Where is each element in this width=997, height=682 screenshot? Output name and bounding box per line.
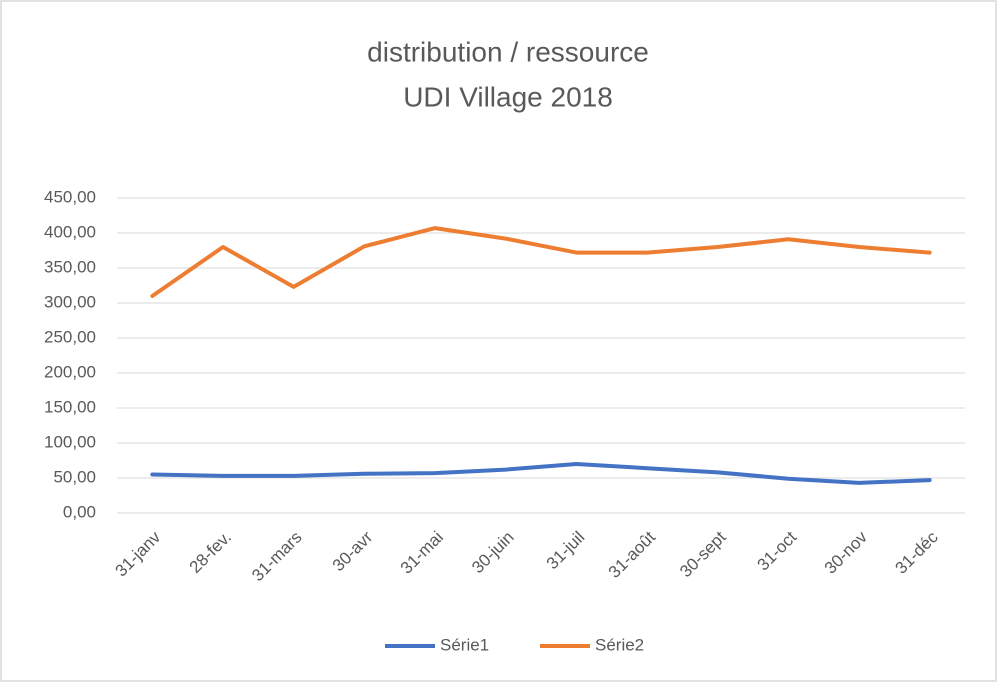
y-tick-label: 0,00: [63, 502, 96, 521]
chart-subtitle: UDI Village 2018: [403, 81, 613, 112]
y-tick-label: 250,00: [44, 327, 96, 346]
legend-label: Série1: [440, 635, 489, 654]
y-tick-label: 200,00: [44, 362, 96, 381]
chart-title: distribution / ressource: [367, 36, 649, 67]
y-tick-label: 300,00: [44, 292, 96, 311]
y-tick-label: 100,00: [44, 432, 96, 451]
y-tick-label: 400,00: [44, 222, 96, 241]
y-tick-label: 150,00: [44, 397, 96, 416]
series-line: [150, 462, 932, 485]
legend-label: Série2: [595, 635, 644, 654]
y-tick-label: 350,00: [44, 257, 96, 276]
y-tick-label: 450,00: [44, 187, 96, 206]
series-line: [150, 226, 932, 298]
y-tick-label: 50,00: [53, 467, 96, 486]
